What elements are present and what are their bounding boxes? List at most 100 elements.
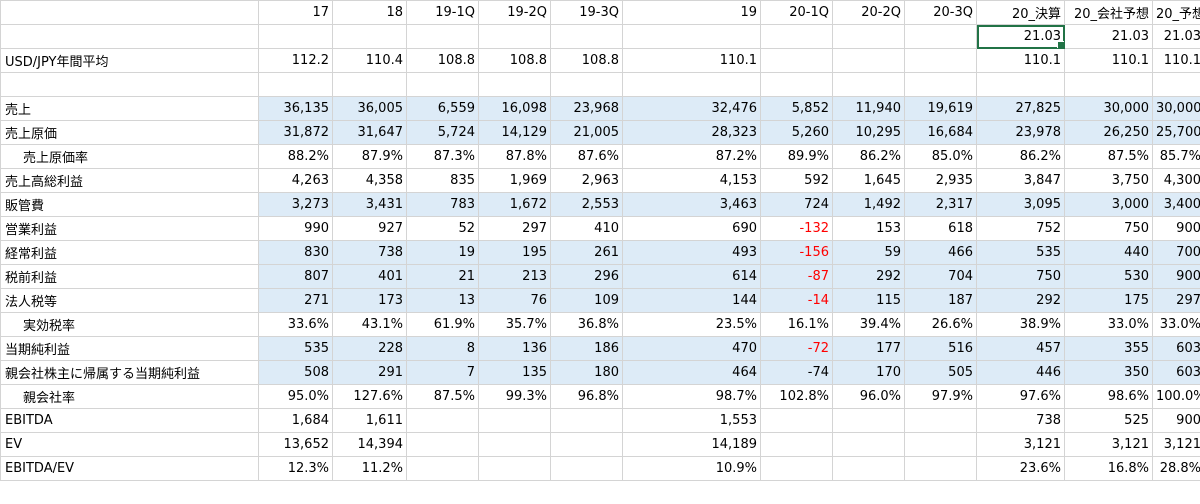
- value-cell[interactable]: 3,463: [622, 192, 761, 217]
- rate-cell[interactable]: [478, 24, 551, 49]
- rate-cell[interactable]: 21.03: [1152, 24, 1200, 49]
- value-cell[interactable]: 96.8%: [550, 384, 623, 409]
- value-cell[interactable]: 35.7%: [478, 312, 551, 337]
- value-cell[interactable]: 1,684: [258, 408, 333, 433]
- value-cell[interactable]: 27,825: [976, 96, 1065, 121]
- row-label-cell[interactable]: EBITDA: [0, 408, 259, 433]
- value-cell[interactable]: 173: [332, 288, 407, 313]
- value-cell[interactable]: 228: [332, 336, 407, 361]
- value-cell[interactable]: 109: [550, 288, 623, 313]
- value-cell[interactable]: 292: [976, 288, 1065, 313]
- value-cell[interactable]: 99.3%: [478, 384, 551, 409]
- value-cell[interactable]: 990: [258, 216, 333, 241]
- value-cell[interactable]: 144: [622, 288, 761, 313]
- row-label-cell[interactable]: 当期純利益: [0, 336, 259, 361]
- value-cell[interactable]: 6,559: [406, 96, 479, 121]
- value-cell[interactable]: 108.8: [478, 48, 551, 73]
- value-cell[interactable]: 410: [550, 216, 623, 241]
- value-cell[interactable]: 835: [406, 168, 479, 193]
- value-cell[interactable]: 516: [904, 336, 977, 361]
- value-cell[interactable]: 292: [832, 264, 905, 289]
- value-cell[interactable]: 23,978: [976, 120, 1065, 145]
- value-cell[interactable]: 97.9%: [904, 384, 977, 409]
- row-label-cell[interactable]: 実効税率: [0, 312, 259, 337]
- value-cell[interactable]: 1,492: [832, 192, 905, 217]
- value-cell[interactable]: 900: [1152, 264, 1200, 289]
- value-cell[interactable]: 61.9%: [406, 312, 479, 337]
- rate-cell[interactable]: [550, 24, 623, 49]
- value-cell[interactable]: 535: [258, 336, 333, 361]
- value-cell[interactable]: 738: [332, 240, 407, 265]
- value-cell[interactable]: 170: [832, 360, 905, 385]
- column-header-cell[interactable]: 19: [622, 0, 761, 25]
- value-cell[interactable]: 2,935: [904, 168, 977, 193]
- value-cell[interactable]: -87: [760, 264, 833, 289]
- value-cell[interactable]: [760, 72, 833, 97]
- rate-cell[interactable]: [622, 24, 761, 49]
- value-cell[interactable]: 87.8%: [478, 144, 551, 169]
- value-cell[interactable]: 3,095: [976, 192, 1065, 217]
- value-cell[interactable]: 86.2%: [832, 144, 905, 169]
- value-cell[interactable]: 2,963: [550, 168, 623, 193]
- value-cell[interactable]: 110.1: [976, 48, 1065, 73]
- value-cell[interactable]: [904, 456, 977, 481]
- value-cell[interactable]: 28.8%: [1152, 456, 1200, 481]
- value-cell[interactable]: 350: [1064, 360, 1153, 385]
- row-label-cell[interactable]: [0, 24, 259, 49]
- value-cell[interactable]: 3,400: [1152, 192, 1200, 217]
- column-header-cell[interactable]: 20_予想: [1152, 0, 1200, 25]
- value-cell[interactable]: 738: [976, 408, 1065, 433]
- value-cell[interactable]: 3,000: [1064, 192, 1153, 217]
- value-cell[interactable]: 900: [1152, 408, 1200, 433]
- value-cell[interactable]: 31,647: [332, 120, 407, 145]
- value-cell[interactable]: [406, 456, 479, 481]
- row-label-cell[interactable]: 親会社率: [0, 384, 259, 409]
- value-cell[interactable]: 87.3%: [406, 144, 479, 169]
- value-cell[interactable]: 505: [904, 360, 977, 385]
- value-cell[interactable]: [904, 72, 977, 97]
- value-cell[interactable]: -156: [760, 240, 833, 265]
- value-cell[interactable]: [832, 48, 905, 73]
- value-cell[interactable]: 98.7%: [622, 384, 761, 409]
- value-cell[interactable]: 135: [478, 360, 551, 385]
- value-cell[interactable]: 33.6%: [258, 312, 333, 337]
- value-cell[interactable]: 39.4%: [832, 312, 905, 337]
- rate-cell[interactable]: [760, 24, 833, 49]
- value-cell[interactable]: 19: [406, 240, 479, 265]
- value-cell[interactable]: 28,323: [622, 120, 761, 145]
- value-cell[interactable]: 4,153: [622, 168, 761, 193]
- value-cell[interactable]: [406, 432, 479, 457]
- value-cell[interactable]: 296: [550, 264, 623, 289]
- value-cell[interactable]: 59: [832, 240, 905, 265]
- value-cell[interactable]: 110.1: [622, 48, 761, 73]
- value-cell[interactable]: 89.9%: [760, 144, 833, 169]
- column-header-cell[interactable]: 20-1Q: [760, 0, 833, 25]
- value-cell[interactable]: 21,005: [550, 120, 623, 145]
- value-cell[interactable]: [832, 432, 905, 457]
- row-label-cell[interactable]: EBITDA/EV: [0, 456, 259, 481]
- value-cell[interactable]: 14,189: [622, 432, 761, 457]
- value-cell[interactable]: 900: [1152, 216, 1200, 241]
- selected-cell[interactable]: 21.03: [976, 24, 1065, 49]
- column-header-cell[interactable]: 17: [258, 0, 333, 25]
- value-cell[interactable]: 927: [332, 216, 407, 241]
- value-cell[interactable]: 446: [976, 360, 1065, 385]
- row-label-cell[interactable]: USD/JPY年間平均: [0, 48, 259, 73]
- value-cell[interactable]: 535: [976, 240, 1065, 265]
- column-header-cell[interactable]: 20-3Q: [904, 0, 977, 25]
- value-cell[interactable]: 30,000: [1152, 96, 1200, 121]
- value-cell[interactable]: [550, 72, 623, 97]
- value-cell[interactable]: 87.9%: [332, 144, 407, 169]
- value-cell[interactable]: 31,872: [258, 120, 333, 145]
- row-label-cell[interactable]: [0, 72, 259, 97]
- value-cell[interactable]: 297: [1152, 288, 1200, 313]
- value-cell[interactable]: -132: [760, 216, 833, 241]
- value-cell[interactable]: 52: [406, 216, 479, 241]
- value-cell[interactable]: 87.5%: [406, 384, 479, 409]
- value-cell[interactable]: [760, 408, 833, 433]
- value-cell[interactable]: 32,476: [622, 96, 761, 121]
- value-cell[interactable]: 33.0%: [1152, 312, 1200, 337]
- value-cell[interactable]: 213: [478, 264, 551, 289]
- value-cell[interactable]: 11.2%: [332, 456, 407, 481]
- value-cell[interactable]: 108.8: [406, 48, 479, 73]
